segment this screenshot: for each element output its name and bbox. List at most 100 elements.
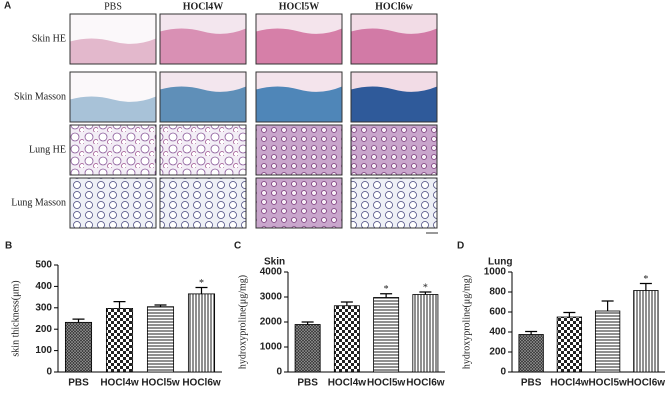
frame: [350, 13, 438, 65]
y-axis-label: hydroxyproline(μg/mg): [461, 275, 472, 369]
x-tick-label: HOCl6w: [406, 378, 445, 389]
y-tick-label: 300: [35, 302, 52, 313]
row-label: Skin Masson: [14, 91, 66, 102]
chart-title: Lung: [488, 257, 512, 268]
tissue: [256, 28, 342, 64]
x-tick-label: PBS: [521, 378, 542, 389]
tissue: [160, 28, 246, 64]
micrograph: [70, 125, 156, 175]
y-tick-label: 400: [35, 281, 52, 292]
bar: [105, 308, 134, 373]
y-tick-label: 0: [46, 367, 52, 378]
tissue: [351, 86, 437, 122]
bar: [146, 306, 175, 373]
bar: [518, 334, 544, 373]
error-bar: [154, 304, 167, 307]
bar: [412, 294, 439, 373]
frame: [69, 124, 157, 176]
micrograph: [351, 125, 437, 175]
y-tick-label: 100: [35, 345, 52, 356]
frame: [255, 71, 343, 123]
significance-marker: *: [423, 282, 428, 293]
panel-label: D: [457, 241, 464, 252]
micrograph: [256, 178, 342, 228]
y-tick-label: 600: [489, 307, 506, 318]
frame: [255, 177, 343, 229]
bar: [187, 293, 216, 373]
error-bar: [525, 330, 538, 335]
significance-marker: *: [199, 278, 204, 289]
column-header: PBS: [104, 1, 122, 12]
y-tick-label: 400: [489, 327, 506, 338]
bar: [294, 324, 321, 373]
error-bar: [601, 300, 614, 311]
significance-marker: *: [643, 274, 648, 285]
y-tick-label: 500: [35, 260, 52, 271]
frame: [69, 13, 157, 65]
frame: [159, 71, 247, 123]
tissue: [70, 96, 156, 122]
error-bar: [72, 318, 85, 323]
y-axis-label: hydroxyproline(μg/mg): [237, 275, 248, 369]
y-tick-label: 200: [489, 347, 506, 358]
y-tick-label: 0: [276, 367, 282, 378]
micrograph: [351, 178, 437, 228]
bar: [633, 290, 659, 373]
frame: [350, 71, 438, 123]
frame: [255, 124, 343, 176]
tissue: [160, 86, 246, 122]
y-tick-label: 0: [500, 367, 506, 378]
tissue: [256, 86, 342, 122]
bar: [373, 297, 400, 373]
histology-grid: [69, 13, 438, 234]
micrograph: [256, 125, 342, 175]
bar: [556, 316, 583, 373]
row-label: Skin HE: [32, 33, 66, 44]
frame: [69, 177, 157, 229]
y-tick-label: 1000: [484, 267, 507, 278]
micrograph: [160, 178, 246, 228]
bar: [333, 305, 360, 373]
micrograph: [160, 125, 246, 175]
frame: [159, 13, 247, 65]
y-tick-label: 4000: [260, 267, 283, 278]
error-bar: [380, 293, 393, 298]
row-label: Lung Masson: [11, 197, 66, 208]
y-tick-label: 800: [489, 287, 506, 298]
micrograph: [70, 178, 156, 228]
row-label: Lung HE: [29, 144, 66, 155]
frame: [350, 177, 438, 229]
panel-label: A: [4, 1, 11, 12]
error-bar: [563, 311, 576, 317]
error-bar: [195, 286, 208, 294]
x-tick-label: HOCl5w: [588, 378, 627, 389]
frame: [159, 177, 247, 229]
panel-label: C: [234, 241, 241, 252]
frame: [350, 124, 438, 176]
x-tick-label: HOCl4w: [100, 378, 139, 389]
error-bar: [113, 300, 126, 309]
x-tick-label: HOCl5w: [367, 378, 406, 389]
error-bar: [301, 321, 314, 325]
x-tick-label: PBS: [297, 378, 318, 389]
x-tick-label: HOCl4w: [328, 378, 367, 389]
error-bar: [419, 291, 432, 295]
error-bar: [340, 301, 353, 306]
y-axis-label: skin thickness(μm): [10, 280, 21, 356]
y-tick-label: 3000: [260, 292, 283, 303]
frame: [69, 71, 157, 123]
x-tick-label: HOCl6w: [182, 378, 221, 389]
frame: [255, 13, 343, 65]
y-tick-label: 2000: [260, 317, 283, 328]
chart-title: Skin: [264, 257, 285, 268]
significance-marker: *: [384, 284, 389, 295]
column-header: HOCl5W: [279, 1, 320, 12]
bar: [594, 310, 621, 373]
y-tick-label: 1000: [260, 342, 283, 353]
tissue: [351, 28, 437, 64]
bar: [64, 321, 93, 373]
x-tick-label: HOCl5w: [141, 378, 180, 389]
tissue: [70, 38, 156, 64]
panel-label: B: [5, 241, 12, 252]
